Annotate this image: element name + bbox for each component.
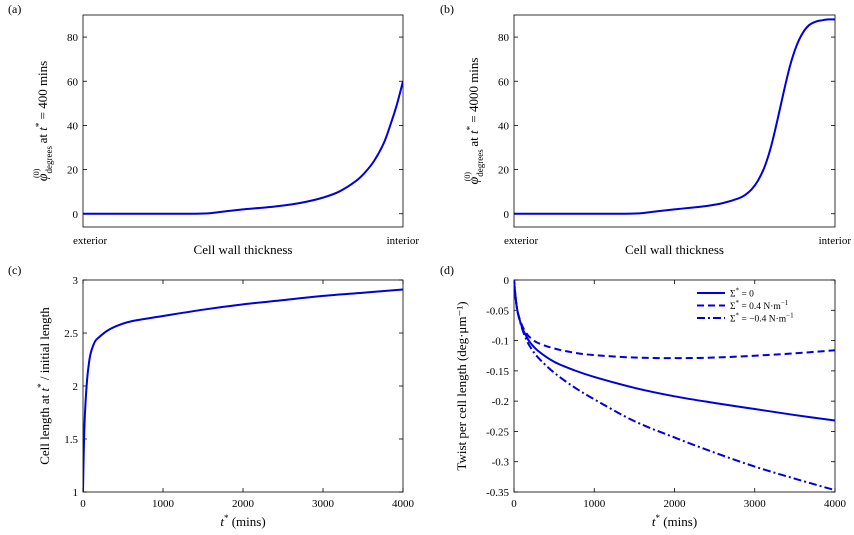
y-axis-label: Twist per cell length (deg·μm⁻¹) [454,301,469,470]
series-line-1 [514,280,835,422]
y-tick-label: 2 [73,381,79,393]
y-tick-label: 60 [498,76,510,88]
legend-entry-1: Σ* = 0 [730,287,754,300]
y-tick-label: 20 [498,165,510,177]
y-tick-label: 40 [67,120,79,132]
y-tick-label: 1.5 [64,434,78,446]
series-line-1 [514,18,835,215]
x-axis-label: Cell wall thickness [194,242,293,257]
x-tick-label: 2000 [232,498,255,510]
y-axis-label-text: Cell length at t* / initial length [36,307,52,465]
x-tick-label: 2000 [664,498,687,510]
panel-label: (b) [440,2,454,16]
y-axis-label: Cell length at t* / initial length [36,307,52,465]
x-tick-label: 3000 [744,498,767,510]
series-line-1 [83,288,403,492]
y-axis-label-text: φdegrees(0) at t* = 4000 mins [463,58,485,185]
y-tick-label: 20 [67,165,79,177]
y-tick-label: 80 [67,32,79,44]
x-tick-label: 1000 [152,498,175,510]
series-line-3 [514,280,835,492]
y-tick-label: 3 [73,275,79,287]
x-tick-label: 0 [511,498,517,510]
y-tick-label: -0.2 [492,396,509,408]
panel-label: (c) [8,263,21,277]
series-line-1 [83,80,403,215]
y-tick-label: -0.35 [486,487,509,499]
x-tick-label-interior: interior [387,235,420,247]
axes-frame [513,14,836,228]
panel-label: (d) [440,263,454,277]
chart-panel-1: (a) 0 20 40 60 80 exterior interior Cell wall th… [8,2,419,257]
y-tick-label: -0.1 [492,336,509,348]
x-axis-label: t* (mins) [220,513,265,529]
y-tick-label: 0 [73,209,79,221]
y-tick-label: 0 [504,209,510,221]
y-tick-label: 2.5 [64,328,78,340]
axes-frame [82,14,404,228]
chart-panel-4: (d)0-0.05-0.1-0.15-0.2-0.25-0.3-0.350 100… [440,263,847,529]
legend-entry-3: Σ* = −0.4 N·m−1 [730,312,794,325]
y-tick-label: -0.3 [492,457,510,469]
x-tick-label: 0 [80,498,86,510]
y-tick-label: 60 [67,76,79,88]
y-tick-label: -0.25 [486,426,509,438]
chart-panel-3: (c) 1 1.5 2 2.5 3 0 1000 2000 3000 4000 t* (mins) Ce… [8,263,415,529]
y-axis-label-text: φdegrees(0) at t* = 400 mins [32,61,54,181]
x-tick-label: 4000 [824,498,847,510]
chart-panel-2: (b) 0 20 40 60 80 exterior interior Cell wall th… [440,2,851,257]
y-tick-label: 0 [504,275,510,287]
x-tick-label-exterior: exterior [73,235,108,247]
y-tick-label: -0.15 [486,366,509,378]
x-axis-label: Cell wall thickness [625,242,724,257]
x-tick-label: 4000 [392,498,415,510]
x-tick-label: 3000 [312,498,335,510]
y-tick-label: 1 [73,487,79,499]
y-tick-label: 80 [498,32,510,44]
x-tick-label-interior: interior [819,235,852,247]
series-line-2 [514,280,835,360]
x-tick-label-exterior: exterior [504,235,539,247]
legend-entry-2: Σ* = 0.4 N·m−1 [730,299,789,312]
y-axis-label-text: Twist per cell length (deg·μm⁻¹) [454,301,469,470]
panel-label: (a) [8,2,21,16]
y-tick-label: -0.05 [486,305,509,317]
x-tick-label: 1000 [583,498,606,510]
axes-frame [82,279,404,493]
x-axis-label: t* (mins) [652,513,697,529]
y-axis-label: φdegrees(0) at t* = 4000 mins [463,58,485,185]
y-tick-label: 40 [498,120,510,132]
y-axis-label: φdegrees(0) at t* = 400 mins [32,61,54,181]
